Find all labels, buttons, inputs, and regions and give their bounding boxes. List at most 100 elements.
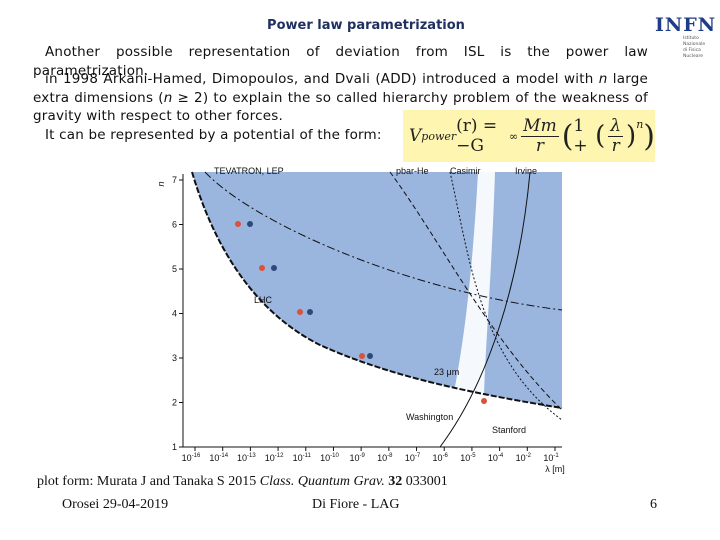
formula-part: n bbox=[636, 117, 644, 131]
tick-exp: -6 bbox=[443, 453, 449, 459]
annotation: Irvine bbox=[515, 166, 537, 176]
text: n bbox=[598, 71, 608, 87]
curve bbox=[439, 171, 531, 448]
y-tick-label: 7 bbox=[172, 175, 177, 185]
tick-exp: -12 bbox=[275, 453, 284, 459]
curve bbox=[389, 171, 563, 411]
page-number: 6 bbox=[650, 497, 657, 512]
formula-part: λ bbox=[608, 115, 624, 137]
tick-base: 10 bbox=[293, 453, 303, 463]
tick-exp: -4 bbox=[498, 453, 504, 459]
tick-exp: -7 bbox=[415, 453, 421, 459]
text: It can be represented by a potential of … bbox=[45, 127, 382, 143]
x-tick-label: 10-12 bbox=[265, 453, 284, 463]
text: n bbox=[163, 89, 173, 106]
tick-base: 10 bbox=[377, 453, 387, 463]
annotation: TEVATRON, LEP bbox=[214, 166, 284, 176]
tick-base: 10 bbox=[516, 453, 526, 463]
text: ≥ 2) to explain the so called hierarchy … bbox=[33, 89, 648, 125]
x-tick-label: 10-11 bbox=[293, 453, 312, 463]
points bbox=[247, 221, 373, 359]
text: 32 bbox=[384, 474, 403, 489]
tick-base: 10 bbox=[182, 453, 192, 463]
x-tick-label: 10-6 bbox=[433, 453, 449, 463]
footer-center: Di Fiore - LAG bbox=[312, 497, 400, 512]
paragraph: in 1998 Arkani-Hamed, Dimopoulos, and Dv… bbox=[33, 70, 648, 126]
text: in 1998 Arkani-Hamed, Dimopoulos, and Dv… bbox=[45, 71, 599, 87]
text: plot form: Murata J and Tanaka S 2015 bbox=[37, 474, 260, 489]
y-tick-label: 6 bbox=[172, 220, 177, 230]
annotation: Casimir bbox=[450, 166, 481, 176]
x-tick-label: 10-8 bbox=[377, 453, 393, 463]
figure: n λ [m] TEVATRON, LEP pbar-He Casimir Ir… bbox=[156, 166, 565, 474]
tick-base: 10 bbox=[209, 453, 219, 463]
tick-exp: -5 bbox=[470, 453, 476, 459]
annotation: Stanford bbox=[492, 425, 526, 435]
text: large extra dimensions ( bbox=[33, 71, 649, 106]
tick-base: 10 bbox=[237, 453, 247, 463]
paragraph: Another possible representation of devia… bbox=[33, 43, 648, 80]
y-tick-label: 3 bbox=[172, 353, 177, 363]
y-axis-label: n bbox=[156, 181, 166, 186]
formula-part: r bbox=[611, 135, 620, 156]
formula-part: power bbox=[421, 129, 457, 143]
tick-base: 10 bbox=[349, 453, 359, 463]
text: Another possible representation of devia… bbox=[33, 44, 648, 79]
curve bbox=[449, 171, 563, 421]
x-tick-label: 10-10 bbox=[320, 453, 339, 463]
y-tick-label: 1 bbox=[172, 442, 177, 452]
formula-part: V bbox=[409, 126, 422, 146]
tick-exp: -16 bbox=[192, 453, 201, 459]
excluded-region bbox=[192, 172, 562, 408]
tick-base: 10 bbox=[543, 453, 553, 463]
tick-base: 10 bbox=[320, 453, 330, 463]
tick-exp: -1 bbox=[553, 453, 559, 459]
footer-left: Orosei 29-04-2019 bbox=[62, 497, 169, 512]
annotation: Washington bbox=[406, 412, 453, 422]
tick-base: 10 bbox=[460, 453, 470, 463]
fraction: Mm r bbox=[521, 115, 559, 156]
y-tick-label: 5 bbox=[172, 264, 177, 274]
formula-part: 1 + bbox=[573, 116, 588, 156]
paragraph: It can be represented by a potential of … bbox=[33, 126, 393, 145]
x-tick-label: 10-2 bbox=[516, 453, 532, 463]
logo: INFN Istituto Nazionale di Fisica Nuclear… bbox=[655, 14, 717, 60]
x-tick-label: 10-1 bbox=[543, 453, 559, 463]
title: Power law parametrization bbox=[267, 18, 465, 33]
x-tick-label: 10-4 bbox=[488, 453, 504, 463]
x-tick-label: 10-5 bbox=[460, 453, 476, 463]
tick-base: 10 bbox=[265, 453, 275, 463]
formula-part: r bbox=[535, 135, 544, 156]
logo-text: INFN bbox=[655, 14, 717, 36]
curve bbox=[204, 171, 563, 311]
annotation: pbar-He bbox=[396, 166, 429, 176]
curve bbox=[191, 171, 563, 409]
logo-sub: Istituto Nazionale di Fisica Nucleare bbox=[683, 36, 717, 60]
logo-sub-line: di Fisica Nucleare bbox=[683, 48, 703, 59]
caption: plot form: Murata J and Tanaka S 2015 Cl… bbox=[37, 474, 448, 490]
formula-part: Mm bbox=[521, 115, 559, 137]
x-tick-label: 10-9 bbox=[349, 453, 365, 463]
tick-base: 10 bbox=[405, 453, 415, 463]
tick-exp: -8 bbox=[387, 453, 393, 459]
tick-base: 10 bbox=[433, 453, 443, 463]
x-tick-label: 10-7 bbox=[405, 453, 421, 463]
text: Class. Quantum Grav. bbox=[259, 474, 385, 489]
points bbox=[235, 221, 487, 404]
y-tick-label: 2 bbox=[172, 398, 177, 408]
formula-part: ∞ bbox=[509, 129, 519, 143]
tick-exp: -10 bbox=[330, 453, 339, 459]
logo-sub-line: Istituto Nazionale bbox=[683, 36, 706, 47]
formula-part: (r) = −G bbox=[456, 116, 498, 156]
y-tick-label: 4 bbox=[172, 309, 177, 319]
annotation: LHC bbox=[254, 295, 273, 305]
tick-exp: -9 bbox=[359, 453, 365, 459]
allowed-wedge bbox=[440, 172, 495, 447]
x-tick-label: 10-13 bbox=[237, 453, 256, 463]
x-tick-label: 10-14 bbox=[209, 453, 228, 463]
tick-exp: -14 bbox=[219, 453, 228, 459]
axes bbox=[182, 174, 562, 448]
